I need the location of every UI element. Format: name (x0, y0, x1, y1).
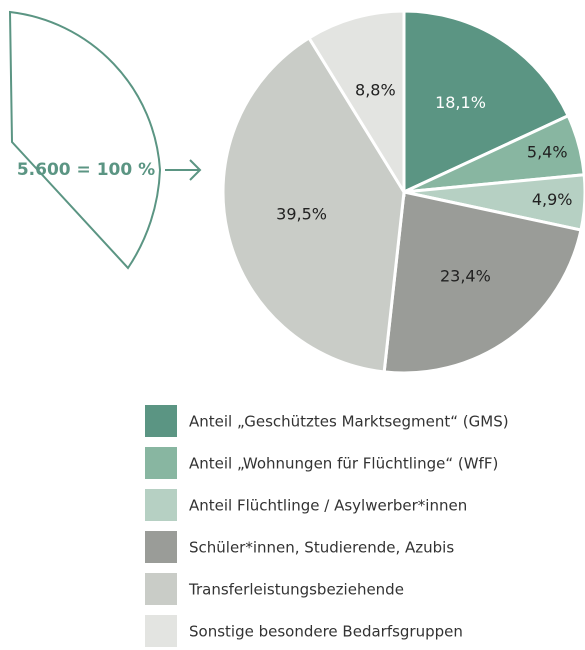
legend-swatch (145, 489, 177, 521)
pie-slice (306, 9, 406, 198)
value-label: 18,1% (435, 93, 486, 112)
legend-swatch (145, 405, 177, 437)
value-label: 5,4% (527, 143, 568, 162)
value-label: 4,9% (532, 190, 573, 209)
pie-slice (382, 190, 583, 375)
value-label: 8,8% (355, 80, 396, 99)
legend-swatch (145, 573, 177, 605)
legend-label: Anteil Flüchtlinge / Asylwerber*innen (189, 497, 467, 515)
legend-label: Transferleistungsbeziehende (188, 581, 404, 599)
value-label: 23,4% (440, 267, 491, 286)
arrow (165, 159, 202, 181)
legend-label: Anteil „Wohnungen für Flüchtlinge“ (WfF) (189, 455, 498, 473)
value-label: 39,5% (276, 205, 327, 224)
pie-slice (402, 9, 571, 195)
total-label: 5.600 = 100 % (17, 160, 155, 180)
legend-swatch (145, 531, 177, 563)
legend-label: Anteil „Geschütztes Marktsegment“ (GMS) (189, 413, 509, 431)
legend-swatch (145, 615, 177, 647)
legend-label: Sonstige besondere Bedarfsgruppen (189, 623, 463, 641)
legend-label: Schüler*innen, Studierende, Azubis (189, 539, 454, 557)
total-shape (8, 10, 162, 270)
legend-swatch (145, 447, 177, 479)
